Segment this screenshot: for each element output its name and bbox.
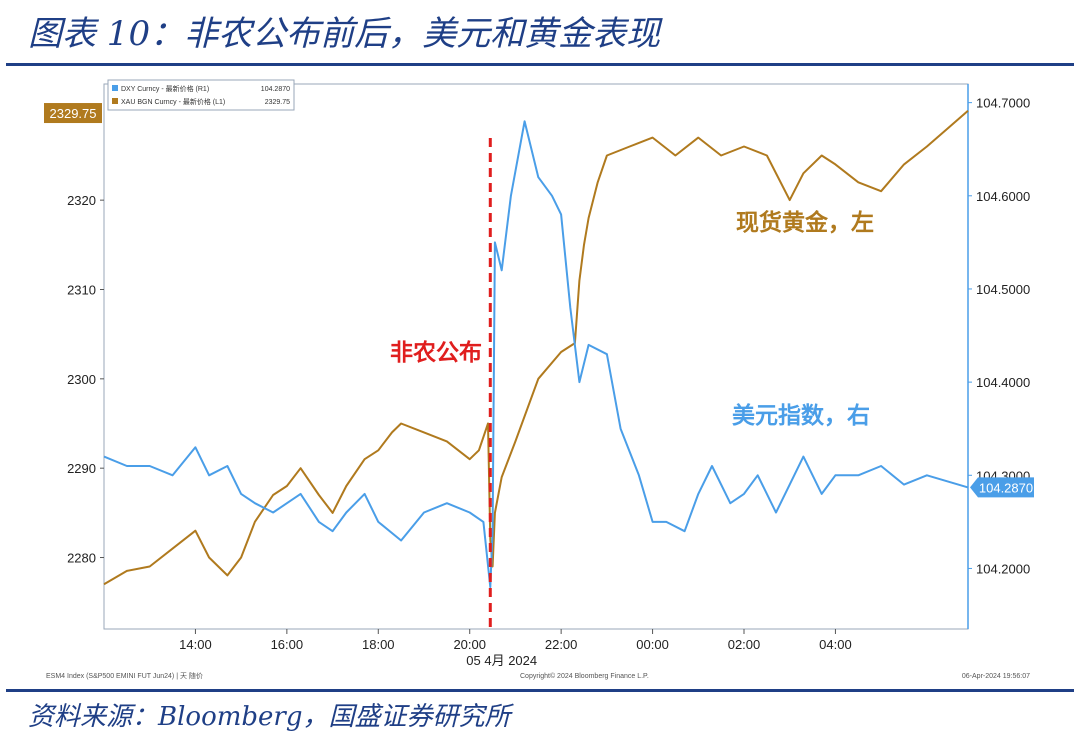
left-last-value-badge xyxy=(44,103,102,124)
right-tick-label: 104.5000 xyxy=(976,282,1030,297)
chart-title: 图表 10：非农公布前后，美元和黄金表现 xyxy=(28,14,661,54)
x-axis-label: 05 4月 2024 xyxy=(466,653,537,668)
chart-annotation: 现货黄金，左 xyxy=(736,209,874,235)
left-tick-label: 2280 xyxy=(67,551,96,566)
x-tick-label: 18:00 xyxy=(362,637,395,652)
x-tick-label: 22:00 xyxy=(545,637,578,652)
left-tick-label: 2300 xyxy=(67,372,96,387)
legend-swatch xyxy=(112,98,118,104)
dxy-series-line xyxy=(103,120,969,589)
x-tick-label: 02:00 xyxy=(728,637,761,652)
bloomberg-copyright: Copyright© 2024 Bloomberg Finance L.P. xyxy=(520,672,649,680)
source-note: 资料来源：Bloomberg，国盛证券研究所 xyxy=(28,702,511,732)
legend-label: XAU BGN Curncy - 最新价格 (L1) xyxy=(121,97,225,106)
legend-value: 104.2870 xyxy=(261,86,290,93)
legend-swatch xyxy=(112,85,118,91)
x-tick-label: 14:00 xyxy=(179,637,212,652)
title-rule xyxy=(6,63,1074,66)
x-tick-label: 20:00 xyxy=(453,637,486,652)
chart-annotation: 美元指数，右 xyxy=(732,402,870,428)
chart-annotation: 非农公布 xyxy=(390,339,482,365)
legend-value: 2329.75 xyxy=(265,99,290,106)
source-rule xyxy=(6,689,1074,692)
left-last-value-label: 2329.75 xyxy=(50,106,97,121)
left-tick-label: 2310 xyxy=(67,282,96,297)
gold-series-line xyxy=(103,110,969,586)
legend-label: DXY Curncy - 最新价格 (R1) xyxy=(121,84,209,93)
bloomberg-footer-left: ESM4 Index (S&P500 EMINI FUT Jun24) | 天 … xyxy=(46,671,203,680)
left-tick-label: 2290 xyxy=(67,461,96,476)
x-tick-label: 00:00 xyxy=(636,637,669,652)
x-tick-label: 16:00 xyxy=(271,637,304,652)
right-last-value-badge xyxy=(970,477,1034,498)
right-tick-label: 104.6000 xyxy=(976,189,1030,204)
right-last-value-label: 104.2870 xyxy=(979,480,1033,495)
bloomberg-timestamp: 06-Apr-2024 19:56:07 xyxy=(962,673,1030,680)
right-tick-label: 104.7000 xyxy=(976,96,1030,111)
legend-box xyxy=(107,79,295,111)
x-tick-label: 04:00 xyxy=(819,637,852,652)
right-tick-label: 104.2000 xyxy=(976,561,1030,576)
chart: 2280 2290 2300 2310 2320 2329.75 104.2000 104.… xyxy=(44,79,1034,680)
right-tick-label: 104.4000 xyxy=(976,375,1030,390)
left-tick-label: 2320 xyxy=(67,193,96,208)
